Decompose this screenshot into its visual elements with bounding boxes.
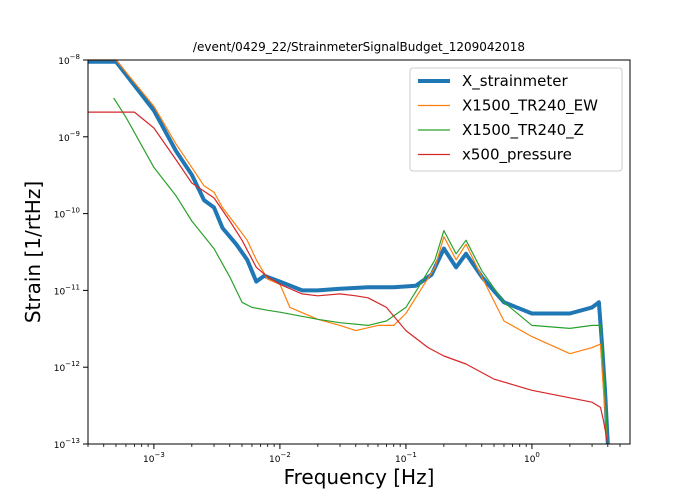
y-tick-label: 10−12 bbox=[54, 360, 80, 374]
y-axis-label: Strain [1/rtHz] bbox=[21, 181, 45, 323]
legend: X_strainmeter X1500_TR240_EW X1500_TR240_Z… bbox=[409, 67, 623, 172]
x-tick-label: 10−1 bbox=[395, 451, 417, 465]
legend-label: X1500_TR240_Z bbox=[462, 121, 584, 140]
y-tick-label: 10−13 bbox=[54, 437, 80, 451]
plot-area: 10−3 10−2 10−1 100 10−13 10−12 10−11 10−10 10−9 1… bbox=[54, 53, 631, 465]
x-tick-label: 10−3 bbox=[143, 451, 165, 465]
x-tick-label: 10−2 bbox=[269, 451, 291, 465]
chart-title: /event/0429_22/StrainmeterSignalBudget_1… bbox=[193, 40, 525, 54]
legend-frame bbox=[409, 67, 623, 172]
series-line-1 bbox=[88, 59, 609, 445]
legend-item: X1500_TR240_Z bbox=[418, 121, 584, 140]
legend-item: X1500_TR240_EW bbox=[418, 97, 598, 116]
legend-item: x500_pressure bbox=[418, 146, 572, 165]
y-tick-label: 10−9 bbox=[58, 130, 80, 144]
legend-item: X_strainmeter bbox=[418, 72, 568, 91]
legend-entries: X_strainmeter X1500_TR240_EW X1500_TR240_Z… bbox=[418, 72, 598, 165]
plot-frame bbox=[87, 59, 631, 445]
series-layer bbox=[88, 59, 610, 445]
y-tick-label: 10−11 bbox=[54, 283, 80, 297]
y-tick-label: 10−8 bbox=[58, 53, 80, 67]
legend-label: X_strainmeter bbox=[462, 72, 568, 91]
x-tick-label: 100 bbox=[524, 451, 540, 465]
x-axis-label: Frequency [Hz] bbox=[284, 465, 435, 489]
legend-label: X1500_TR240_EW bbox=[462, 97, 598, 116]
tick-layer: 10−3 10−2 10−1 100 10−13 10−12 10−11 10−10 10−9 1… bbox=[54, 53, 621, 465]
series-line-2 bbox=[113, 97, 609, 445]
y-tick-label: 10−10 bbox=[54, 207, 80, 221]
series-line-0 bbox=[88, 59, 610, 445]
series-line-3 bbox=[88, 111, 609, 445]
legend-label: x500_pressure bbox=[462, 146, 572, 165]
